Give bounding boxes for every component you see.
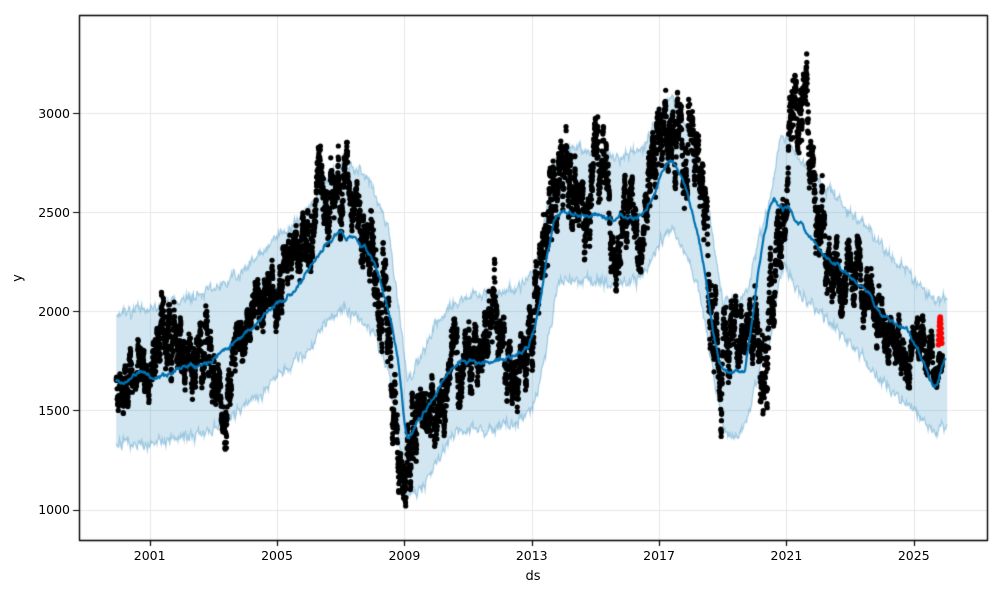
y-tick-label: 3000 xyxy=(38,105,70,121)
y-tick-label: 2000 xyxy=(38,303,70,319)
x-tick-label: 2013 xyxy=(515,548,548,563)
y-axis-label: y xyxy=(10,273,26,282)
y-tick-label: 1000 xyxy=(38,502,70,517)
x-tick-label: 2025 xyxy=(897,548,930,563)
x-tick-label: 2009 xyxy=(388,548,421,563)
x-axis-label: ds xyxy=(525,569,541,584)
x-tick-label: 2017 xyxy=(643,548,675,563)
x-tick-label: 2005 xyxy=(261,548,293,563)
x-tick-label: 2001 xyxy=(133,548,166,563)
y-tick-label: 2500 xyxy=(38,204,70,220)
y-tick-label: 1500 xyxy=(38,402,70,418)
x-tick-label: 2021 xyxy=(770,548,803,563)
